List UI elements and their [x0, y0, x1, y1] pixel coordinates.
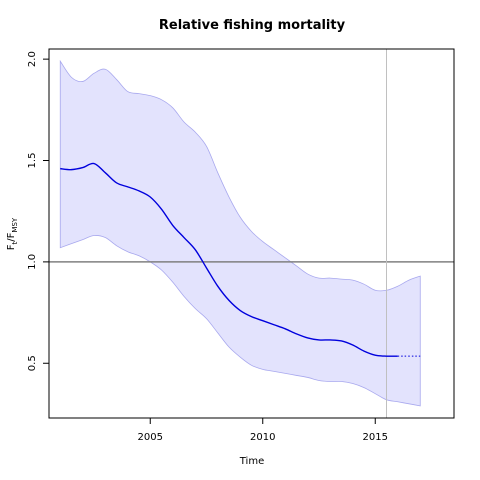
y-tick-label: 1.0	[27, 254, 38, 270]
y-tick-label: 2.0	[27, 51, 38, 67]
y-label-sep: /	[6, 238, 17, 242]
x-axis-label: Time	[239, 456, 264, 467]
chart-title: Relative fishing mortality	[159, 18, 346, 33]
x-tick-label: 2010	[250, 432, 275, 443]
x-tick-label: 2005	[138, 432, 163, 443]
y-tick-label: 0.5	[27, 355, 38, 371]
y-axis: 0.5 1.0 1.5 2.0	[27, 51, 49, 371]
x-tick-label: 2015	[363, 432, 388, 443]
x-axis: 2005 2010 2015	[138, 418, 388, 443]
y-axis-label: Ft/FMSY	[6, 217, 19, 250]
y-label-main2: F	[6, 232, 17, 238]
plot-area	[49, 49, 454, 418]
series-line-estimate	[60, 162, 398, 357]
y-label-sub-t: t	[11, 241, 19, 244]
y-tick-label: 1.5	[27, 153, 38, 169]
y-label-main: F	[6, 244, 17, 250]
y-label-sub-msy: MSY	[11, 217, 19, 232]
confidence-band	[59, 59, 421, 407]
plot-frame	[48, 48, 455, 419]
